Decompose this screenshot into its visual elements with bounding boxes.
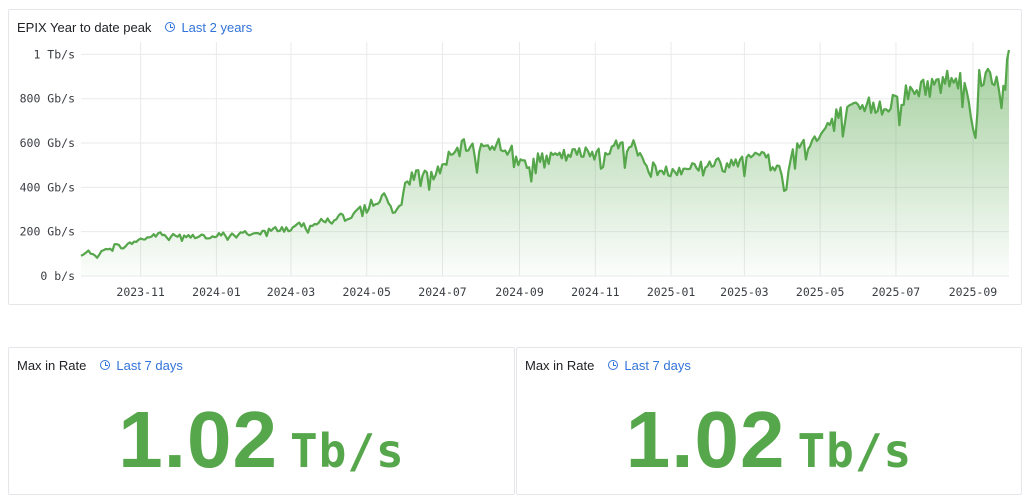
stat-time-range-label: Last 7 days <box>624 357 691 373</box>
x-tick-label: 2025-09 <box>949 285 998 299</box>
stat-value: 1.02 Tb/s <box>9 400 514 480</box>
y-tick-label: 0 b/s <box>40 269 75 283</box>
x-tick-label: 2024-09 <box>495 285 544 299</box>
x-tick-label: 2024-03 <box>267 285 316 299</box>
clock-icon <box>165 22 176 32</box>
chart-time-range-link[interactable]: Last 2 years <box>165 20 252 35</box>
x-tick-label: 2024-07 <box>418 285 467 299</box>
clock-icon <box>100 360 111 370</box>
y-axis: 0 b/s 200 Gb/s 400 Gb/s 600 Gb/s 800 Gb/s 1 T… <box>20 47 75 283</box>
clock-icon <box>608 360 619 370</box>
stat-unit: Tb/s <box>797 424 913 478</box>
stat-panel-right-header: Max in Rate Last 7 days <box>525 356 691 374</box>
series-line <box>80 49 1011 259</box>
stat-time-range-link[interactable]: Last 7 days <box>100 358 183 373</box>
series-area-fill <box>81 50 1009 276</box>
stat-panel-left: Max in Rate Last 7 days 1.02 Tb/s <box>8 347 515 495</box>
y-tick-label: 1 Tb/s <box>33 47 75 61</box>
y-tick-label: 600 Gb/s <box>20 136 75 150</box>
stat-time-range-label: Last 7 days <box>116 357 183 373</box>
chart-panel: 0 b/s 200 Gb/s 400 Gb/s 600 Gb/s 800 Gb/s 1 T… <box>8 9 1022 305</box>
stat-unit: Tb/s <box>289 424 405 478</box>
y-tick-label: 800 Gb/s <box>20 92 75 106</box>
stat-title: Max in Rate <box>525 357 595 373</box>
x-tick-label: 2024-01 <box>192 285 241 299</box>
stat-title: Max in Rate <box>17 357 87 373</box>
x-tick-label: 2023-11 <box>116 285 165 299</box>
x-tick-label: 2025-03 <box>720 285 769 299</box>
x-tick-label: 2025-01 <box>647 285 696 299</box>
x-tick-label: 2025-07 <box>872 285 921 299</box>
series-area <box>81 50 1009 276</box>
stat-value: 1.02 Tb/s <box>517 400 1021 480</box>
x-tick-label: 2024-05 <box>342 285 390 299</box>
stat-time-range-link[interactable]: Last 7 days <box>608 358 691 373</box>
x-axis: 2023-11 2024-01 2024-03 2024-05 2024-07 2024-… <box>116 285 997 299</box>
chart-panel-header: EPIX Year to date peak Last 2 years <box>17 18 252 36</box>
stat-panel-right: Max in Rate Last 7 days 1.02 Tb/s <box>516 347 1022 495</box>
y-tick-label: 200 Gb/s <box>20 225 75 239</box>
x-tick-label: 2025-05 <box>796 285 844 299</box>
y-tick-label: 400 Gb/s <box>20 180 75 194</box>
stat-panel-left-header: Max in Rate Last 7 days <box>17 356 183 374</box>
chart-time-range-label: Last 2 years <box>181 19 253 35</box>
chart-svg: 0 b/s 200 Gb/s 400 Gb/s 600 Gb/s 800 Gb/s 1 T… <box>20 42 1011 299</box>
series-line-group <box>80 49 1011 259</box>
stat-number: 1.02 <box>625 395 786 484</box>
chart-title: EPIX Year to date peak <box>17 19 152 35</box>
stat-number: 1.02 <box>118 395 278 484</box>
x-tick-label: 2024-11 <box>571 285 620 299</box>
